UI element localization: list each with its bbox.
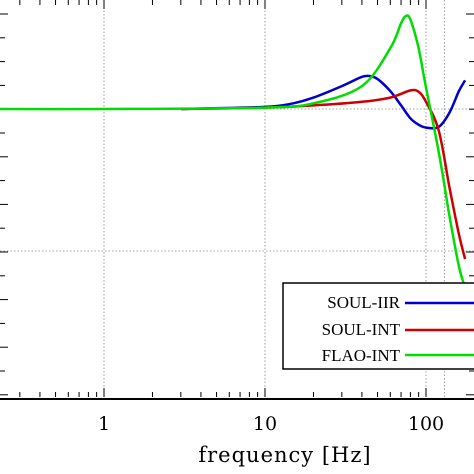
plot-frame	[0, 398, 474, 400]
x-tick-label-1: 10	[253, 413, 277, 435]
x-tick-label-2: 100	[408, 413, 444, 435]
x-axis-title: frequency [Hz]	[198, 443, 371, 467]
series-line-flao-int	[0, 14, 467, 289]
series-line-soul-int	[180, 88, 467, 260]
x-tick-labels: 1 10 100	[98, 413, 444, 435]
axis-ticks	[0, 0, 474, 397]
x-tick-label-0: 1	[98, 413, 110, 435]
legend: SOUL-IIR SOUL-INT FLAO-INT	[282, 282, 474, 370]
legend-label-soul-iir: SOUL-IIR	[327, 293, 400, 312]
series-lines	[0, 14, 467, 289]
legend-label-soul-int: SOUL-INT	[322, 320, 401, 339]
series-line-soul-iir	[180, 74, 467, 130]
legend-label-flao-int: FLAO-INT	[322, 346, 401, 365]
